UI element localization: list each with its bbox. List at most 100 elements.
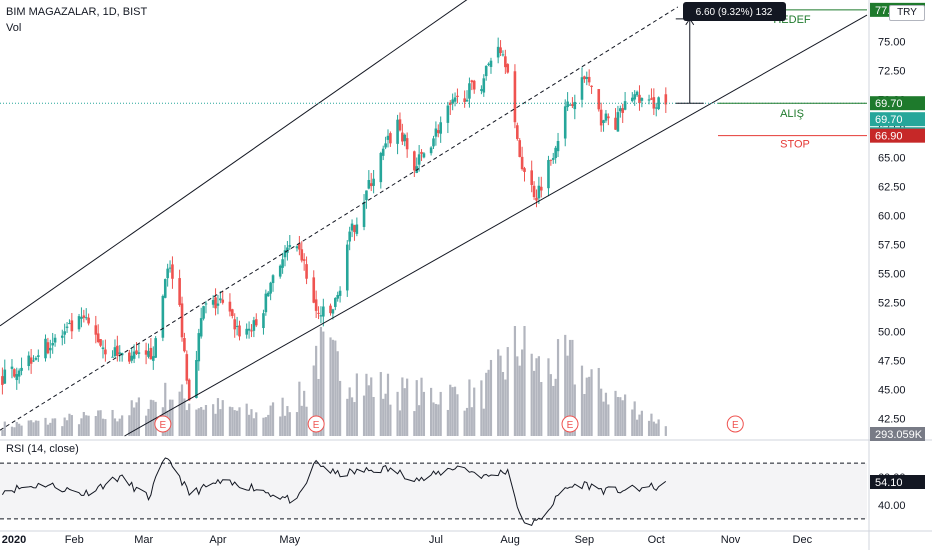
candle	[451, 99, 454, 104]
volume-bar	[456, 394, 459, 436]
stop-label: STOP	[780, 139, 810, 151]
volume-bar	[597, 367, 600, 436]
volume-bar	[101, 418, 105, 436]
candle	[614, 117, 617, 130]
candle	[180, 303, 184, 338]
time-tick-label: Aug	[500, 534, 520, 546]
candle	[130, 355, 134, 361]
volume-bar	[312, 365, 315, 436]
candle	[178, 278, 181, 306]
currency-button[interactable]: TRY	[889, 5, 925, 21]
candle	[278, 265, 282, 277]
volume-bar	[379, 372, 382, 436]
candle	[101, 347, 105, 350]
candle	[314, 299, 318, 311]
price-tick-label: 50.00	[878, 327, 906, 339]
volume-bar	[185, 410, 188, 436]
candle	[472, 80, 476, 90]
volume-bar	[382, 398, 385, 436]
time-tick-label: May	[279, 534, 300, 546]
candle	[499, 47, 502, 54]
candle	[597, 89, 601, 110]
time-tick-label: Mar	[134, 534, 153, 546]
candle	[163, 279, 167, 298]
candle	[365, 190, 368, 201]
candle	[147, 351, 150, 357]
volume-bar	[80, 418, 83, 436]
volume-bar	[121, 415, 124, 436]
time-tick-label: Jul	[429, 534, 443, 546]
volume-bar	[535, 358, 538, 436]
candle	[137, 352, 141, 354]
candle	[322, 306, 325, 317]
volume-bar	[221, 400, 224, 436]
volume-bar	[264, 417, 267, 436]
candle	[300, 249, 304, 261]
volume-bar	[600, 388, 603, 436]
candle	[453, 97, 457, 102]
candle	[245, 328, 248, 335]
candle	[484, 65, 488, 77]
time-tick-label: Feb	[65, 534, 84, 546]
volume-bar	[15, 422, 18, 436]
candle	[99, 339, 102, 346]
volume-bar	[135, 402, 138, 436]
volume-bar	[77, 424, 81, 436]
candle	[362, 201, 366, 227]
volume-bar	[85, 415, 88, 436]
volume-bar	[506, 347, 509, 436]
volume-bar	[439, 391, 442, 436]
candle	[539, 186, 543, 191]
volume-bar	[128, 415, 131, 436]
measure-label-box	[683, 2, 786, 21]
volume-bar	[63, 417, 66, 436]
candle	[266, 292, 270, 297]
candle	[405, 138, 409, 150]
candle	[367, 180, 371, 189]
candle	[197, 333, 201, 362]
candle	[566, 101, 569, 108]
volume-bar	[384, 393, 387, 436]
candle	[549, 159, 553, 161]
candle	[587, 76, 591, 83]
candle	[496, 46, 500, 58]
candle	[183, 338, 186, 352]
candle	[580, 77, 584, 100]
price-tick-label: 42.50	[878, 414, 906, 426]
candle	[602, 120, 605, 123]
candle	[187, 379, 191, 401]
candle	[96, 333, 100, 342]
volume-bar	[389, 404, 392, 436]
candle	[619, 108, 622, 112]
volume-bar	[473, 387, 476, 436]
candle	[403, 134, 407, 142]
volume-bar	[453, 386, 457, 436]
candle	[583, 76, 586, 80]
candle	[554, 147, 557, 159]
volume-bar	[549, 374, 552, 436]
candle	[556, 140, 560, 152]
candle	[516, 125, 519, 139]
volume-value-tag: 293.059K	[875, 429, 923, 441]
candle	[489, 60, 493, 67]
candle	[599, 109, 603, 126]
candle	[532, 185, 536, 198]
candle	[647, 99, 651, 101]
earnings-marker	[561, 415, 579, 433]
earnings-marker	[726, 415, 744, 433]
volume-bar	[348, 387, 351, 436]
candle	[132, 351, 136, 359]
candle	[252, 320, 256, 331]
volume-bar	[552, 385, 555, 436]
candle	[638, 94, 641, 104]
volume-bar	[303, 390, 306, 436]
volume-bar	[216, 398, 220, 436]
volume-bar	[633, 401, 636, 436]
candle	[621, 108, 625, 113]
candle	[168, 267, 172, 269]
candle	[652, 97, 656, 109]
volume-bar	[588, 376, 591, 436]
volume-bar	[97, 410, 100, 436]
